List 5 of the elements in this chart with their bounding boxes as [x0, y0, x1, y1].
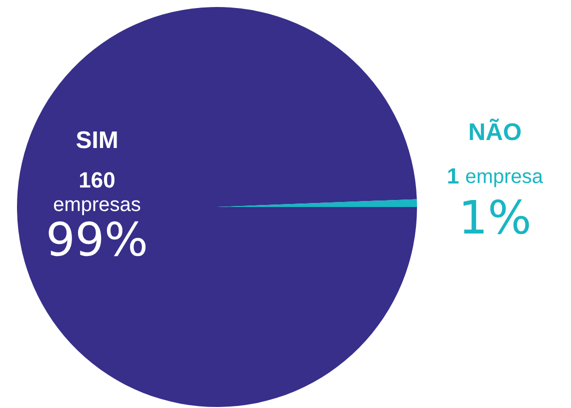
slice-label: NÃO: [468, 118, 522, 146]
data-label: 160 empresas: [53, 167, 141, 216]
text: 1%: [458, 190, 532, 245]
data-label: 1 empresa: [446, 164, 544, 189]
slice-label: SIM: [76, 126, 118, 154]
